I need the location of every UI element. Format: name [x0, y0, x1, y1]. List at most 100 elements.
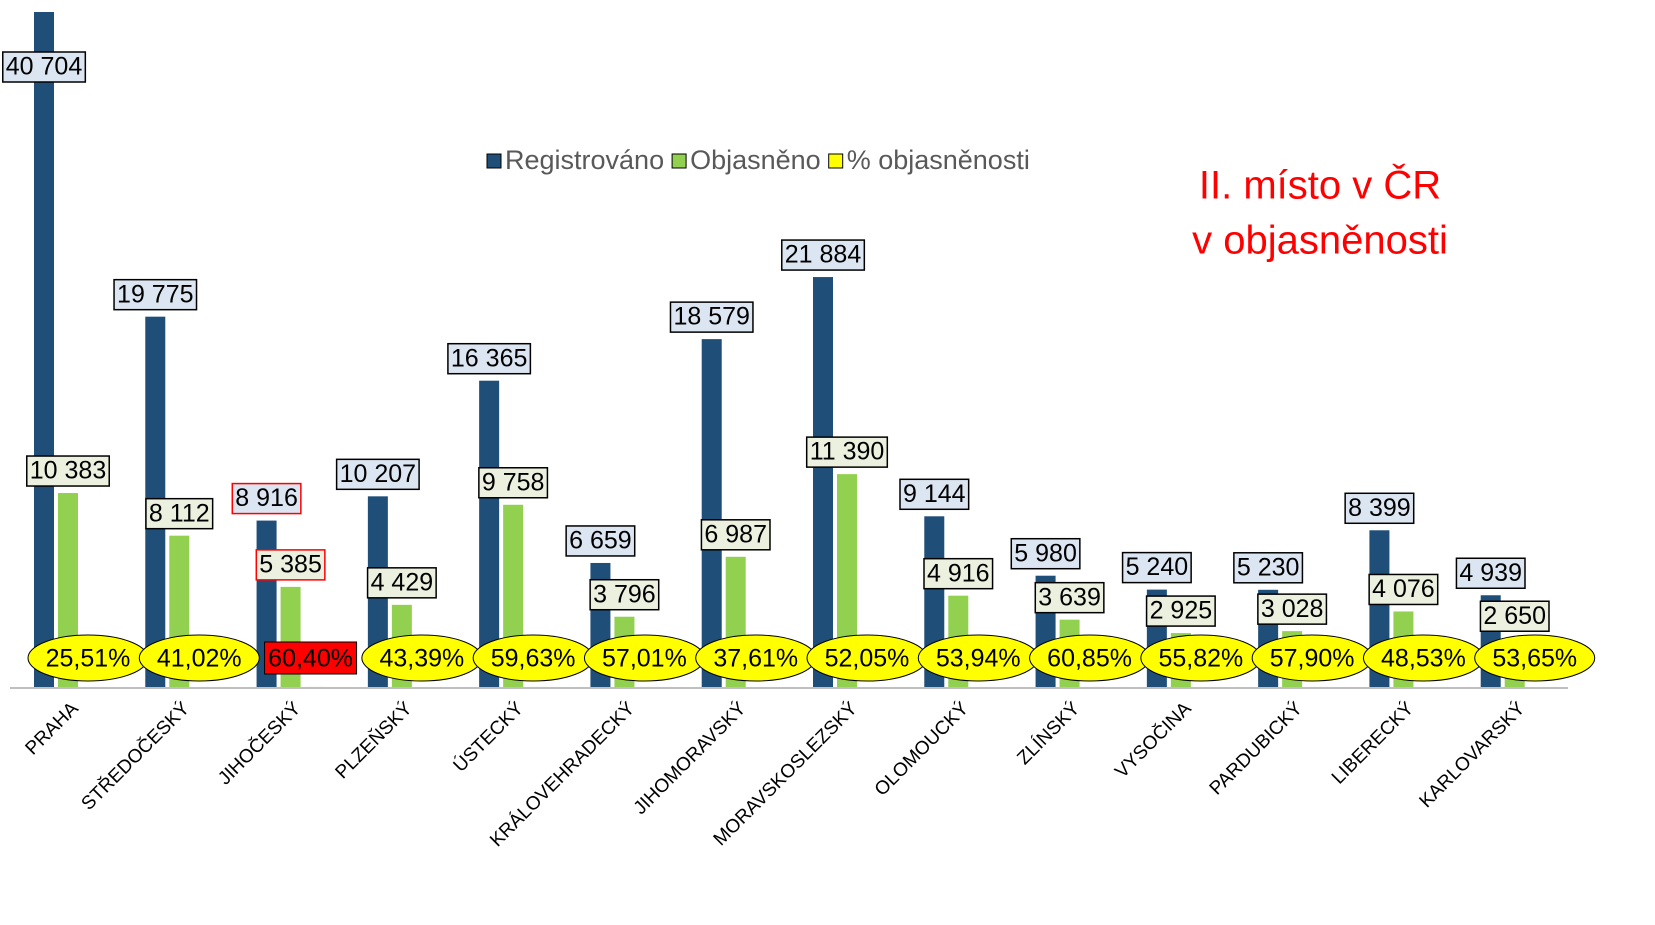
value-label-box	[1344, 492, 1415, 525]
value-label-box	[1474, 634, 1596, 682]
value-label-box	[113, 278, 198, 311]
value-label-box	[335, 458, 420, 491]
x-tick-label: VYSOČINA	[1111, 697, 1196, 782]
value-label: 57,90%	[1270, 645, 1355, 673]
value-label: 18 579	[673, 303, 749, 331]
value-label-box	[1121, 551, 1192, 584]
value-label: 40 704	[6, 53, 83, 81]
value-label-box	[1034, 581, 1105, 614]
value-label-box	[1010, 537, 1081, 570]
value-label-box	[264, 641, 358, 675]
value-label: 55,82%	[1158, 645, 1243, 673]
value-label-box	[145, 497, 214, 530]
bar	[34, 12, 54, 689]
value-label: 3 028	[1261, 595, 1324, 623]
x-tick-label: PARDUBICKÝ	[1206, 698, 1307, 799]
bar	[837, 474, 857, 688]
value-label: 48,53%	[1381, 645, 1466, 673]
legend-label: % objasněnosti	[847, 145, 1030, 175]
value-label: 43,39%	[379, 645, 464, 673]
value-label: 2 650	[1483, 602, 1546, 630]
legend-swatch	[671, 153, 687, 169]
value-label: 5 980	[1014, 539, 1077, 567]
value-label-box	[255, 549, 326, 581]
x-tick-label: JIHOMORAVSKÝ	[630, 698, 751, 819]
value-label-box	[565, 525, 636, 557]
value-label: 9 144	[903, 480, 966, 508]
value-label-box	[589, 578, 660, 611]
value-label-box	[366, 567, 437, 599]
legend-label: Registrováno	[505, 145, 664, 175]
value-label: 53,65%	[1492, 645, 1577, 673]
value-label: 5 385	[259, 550, 322, 578]
value-label: 2 925	[1150, 597, 1213, 625]
x-tick-label: LIBERECKÝ	[1328, 698, 1418, 788]
value-label-box	[805, 436, 889, 468]
value-label: 53,94%	[936, 645, 1021, 673]
value-label: 11 390	[810, 438, 885, 466]
x-tick-label: PLZEŇSKÝ	[331, 697, 417, 783]
value-label-box	[1368, 573, 1439, 606]
value-label: 37,61%	[713, 645, 798, 673]
value-label: 19 775	[117, 280, 193, 308]
bar	[479, 380, 500, 688]
value-label: 6 987	[704, 520, 767, 548]
value-label: 59,63%	[491, 645, 576, 673]
value-label: 60,85%	[1047, 645, 1132, 673]
legend-label: Objasněno	[690, 145, 821, 175]
value-label-box	[1455, 557, 1526, 590]
value-label: 8 916	[235, 484, 298, 512]
bar	[813, 277, 833, 688]
value-label: 5 240	[1126, 553, 1189, 581]
value-label: 4 429	[371, 568, 434, 596]
x-tick-label: PRAHA	[22, 698, 83, 759]
value-label: 52,05%	[825, 645, 910, 673]
legend-swatch	[828, 153, 844, 169]
value-label: 25,51%	[46, 645, 131, 673]
x-tick-label: OLOMOUCKÝ	[871, 698, 973, 800]
x-tick-label: ÚSTECKÝ	[449, 697, 528, 776]
value-label-box	[2, 51, 87, 83]
value-label-box	[669, 301, 754, 333]
value-label-box	[700, 519, 771, 551]
annotation: v objasněnosti	[1192, 219, 1448, 263]
value-label-box	[1257, 593, 1328, 625]
value-label-box	[923, 557, 994, 590]
value-label-box	[26, 455, 110, 487]
value-label-box	[781, 239, 866, 271]
x-tick-label: ZLÍNSKÝ	[1013, 698, 1084, 769]
value-label: 8 112	[149, 499, 210, 527]
value-label: 10 383	[30, 457, 106, 485]
value-label: 4 939	[1459, 559, 1522, 587]
plot-area	[34, 12, 1549, 689]
value-label: 9 758	[482, 468, 545, 496]
x-tick-label: STŘEDOČESKÝ	[77, 697, 194, 814]
value-label: 6 659	[569, 527, 632, 555]
value-label: 57,01%	[602, 645, 687, 673]
value-label-box	[1479, 600, 1550, 632]
value-label: 3 796	[593, 580, 656, 608]
value-label: 8 399	[1348, 494, 1411, 522]
bar	[701, 339, 722, 688]
x-tick-label: KARLOVARSKÝ	[1416, 698, 1530, 812]
value-label-box	[1145, 595, 1216, 627]
value-label: 5 230	[1237, 553, 1300, 581]
value-label: 10 207	[340, 460, 416, 488]
value-label: 60,40%	[268, 645, 353, 673]
annotation: II. místo v ČR	[1199, 163, 1441, 208]
legend-swatch	[486, 153, 502, 169]
value-label-box	[899, 478, 970, 511]
x-tick-label: JIHOČESKÝ	[214, 697, 306, 789]
value-label-box	[1233, 552, 1304, 584]
value-label-box	[231, 482, 302, 515]
value-label: 4 076	[1372, 575, 1435, 603]
value-label-box	[138, 634, 260, 682]
value-label: 41,02%	[157, 645, 242, 673]
value-label-box	[478, 467, 549, 499]
value-label: 21 884	[785, 241, 862, 269]
value-label: 3 639	[1038, 583, 1101, 611]
value-label: 16 365	[451, 344, 527, 372]
value-label: 4 916	[927, 559, 990, 587]
value-label-box	[447, 342, 532, 375]
